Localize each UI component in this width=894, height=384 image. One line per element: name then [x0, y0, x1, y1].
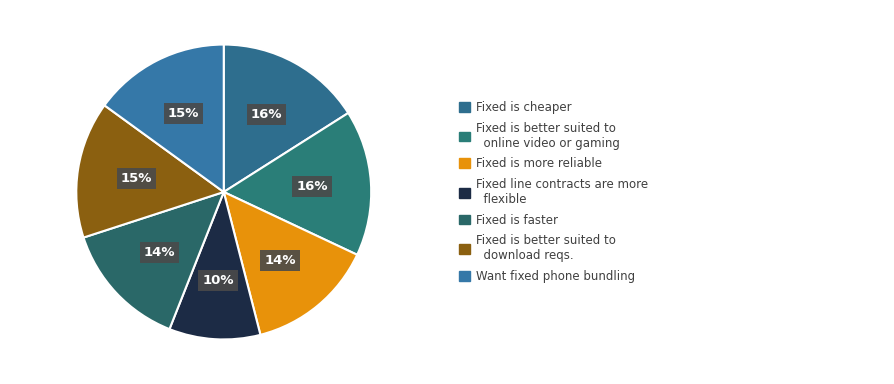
Wedge shape — [83, 192, 224, 329]
Wedge shape — [169, 192, 260, 339]
Text: 15%: 15% — [168, 107, 199, 120]
Legend: Fixed is cheaper, Fixed is better suited to
  online video or gaming, Fixed is m: Fixed is cheaper, Fixed is better suited… — [453, 95, 654, 289]
Wedge shape — [76, 105, 224, 238]
Text: 16%: 16% — [296, 180, 327, 193]
Wedge shape — [224, 45, 348, 192]
Text: 14%: 14% — [143, 246, 175, 259]
Wedge shape — [105, 45, 224, 192]
Text: 14%: 14% — [264, 254, 296, 266]
Text: 10%: 10% — [202, 274, 233, 287]
Wedge shape — [224, 192, 357, 335]
Wedge shape — [224, 113, 371, 255]
Text: 16%: 16% — [250, 108, 282, 121]
Text: 15%: 15% — [121, 172, 152, 185]
